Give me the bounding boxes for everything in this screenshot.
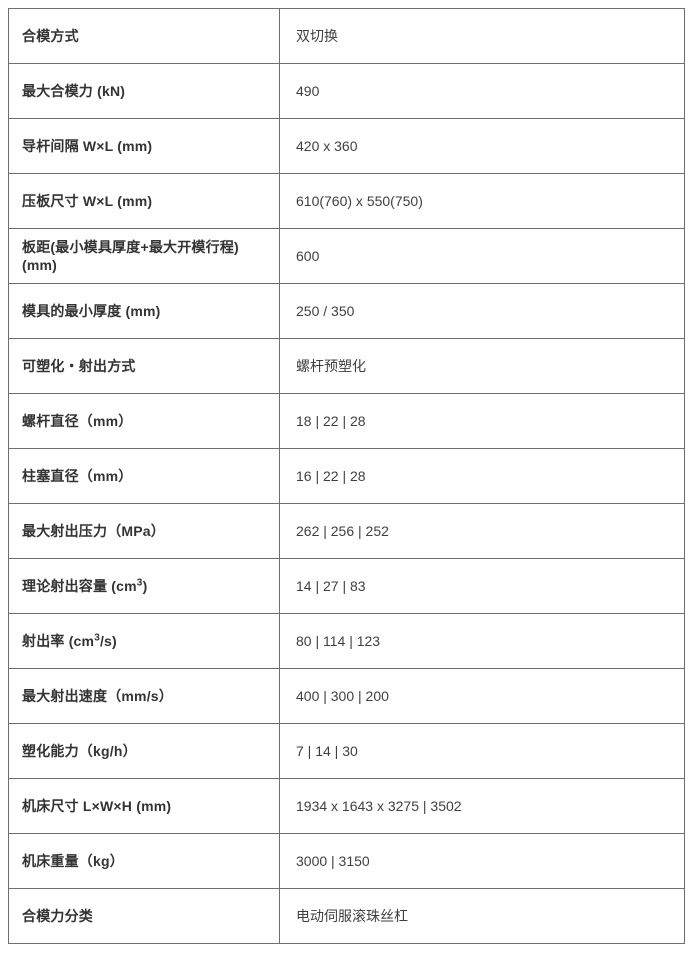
spec-label: 可塑化・射出方式 [8, 338, 280, 394]
spec-label: 柱塞直径（mm） [8, 448, 280, 504]
machine-spec-table: 合模方式 双切换 最大合模力 (kN) 490 导杆间隔 W×L (mm) 42… [8, 8, 685, 944]
spec-value: 14 | 27 | 83 [279, 558, 685, 614]
spec-label: 最大合模力 (kN) [8, 63, 280, 119]
row-max-clamping-force: 最大合模力 (kN) 490 [8, 63, 685, 119]
spec-value: 610(760) x 550(750) [279, 173, 685, 229]
spec-value: 490 [279, 63, 685, 119]
spec-label: 塑化能力（kg/h） [8, 723, 280, 779]
row-clamping-force-classification: 合模力分类 电动伺服滚珠丝杠 [8, 888, 685, 944]
spec-label: 理论射出容量 (cm3) [8, 558, 280, 614]
row-daylight: 板距(最小模具厚度+最大开模行程) (mm) 600 [8, 228, 685, 284]
spec-label: 压板尺寸 W×L (mm) [8, 173, 280, 229]
row-injection-rate: 射出率 (cm3/s) 80 | 114 | 123 [8, 613, 685, 669]
spec-value: 双切换 [279, 8, 685, 64]
spec-value: 262 | 256 | 252 [279, 503, 685, 559]
row-max-injection-pressure: 最大射出压力（MPa） 262 | 256 | 252 [8, 503, 685, 559]
spec-label: 板距(最小模具厚度+最大开模行程) (mm) [8, 228, 280, 284]
superscript: 3 [136, 577, 143, 589]
row-tie-bar-spacing: 导杆间隔 W×L (mm) 420 x 360 [8, 118, 685, 174]
row-plasticizing-capacity: 塑化能力（kg/h） 7 | 14 | 30 [8, 723, 685, 779]
spec-value: 3000 | 3150 [279, 833, 685, 889]
spec-label: 合模方式 [8, 8, 280, 64]
spec-value: 80 | 114 | 123 [279, 613, 685, 669]
spec-label: 机床重量（kg） [8, 833, 280, 889]
spec-label-text: /s) [99, 632, 117, 649]
spec-label-text: 理论射出容量 (cm [22, 577, 137, 594]
spec-label: 合模力分类 [8, 888, 280, 944]
spec-label: 模具的最小厚度 (mm) [8, 283, 280, 339]
spec-value: 400 | 300 | 200 [279, 668, 685, 724]
spec-label: 最大射出压力（MPa） [8, 503, 280, 559]
spec-value: 18 | 22 | 28 [279, 393, 685, 449]
row-max-injection-speed: 最大射出速度（mm/s） 400 | 300 | 200 [8, 668, 685, 724]
spec-value: 250 / 350 [279, 283, 685, 339]
row-machine-dimensions: 机床尺寸 L×W×H (mm) 1934 x 1643 x 3275 | 350… [8, 778, 685, 834]
spec-value: 螺杆预塑化 [279, 338, 685, 394]
spec-value: 7 | 14 | 30 [279, 723, 685, 779]
spec-label: 螺杆直径（mm） [8, 393, 280, 449]
spec-value: 600 [279, 228, 685, 284]
spec-value: 16 | 22 | 28 [279, 448, 685, 504]
spec-value: 420 x 360 [279, 118, 685, 174]
spec-label: 机床尺寸 L×W×H (mm) [8, 778, 280, 834]
spec-label-text: 射出率 (cm [22, 632, 95, 649]
row-theoretical-injection-capacity: 理论射出容量 (cm3) 14 | 27 | 83 [8, 558, 685, 614]
row-plasticizing-injection-method: 可塑化・射出方式 螺杆预塑化 [8, 338, 685, 394]
row-plunger-diameter: 柱塞直径（mm） 16 | 22 | 28 [8, 448, 685, 504]
spec-label: 导杆间隔 W×L (mm) [8, 118, 280, 174]
spec-label: 射出率 (cm3/s) [8, 613, 280, 669]
row-screw-diameter: 螺杆直径（mm） 18 | 22 | 28 [8, 393, 685, 449]
row-platen-size: 压板尺寸 W×L (mm) 610(760) x 550(750) [8, 173, 685, 229]
spec-value: 1934 x 1643 x 3275 | 3502 [279, 778, 685, 834]
row-min-mold-thickness: 模具的最小厚度 (mm) 250 / 350 [8, 283, 685, 339]
spec-label-text: ) [142, 577, 148, 594]
superscript: 3 [94, 632, 100, 644]
row-machine-weight: 机床重量（kg） 3000 | 3150 [8, 833, 685, 889]
spec-label: 最大射出速度（mm/s） [8, 668, 280, 724]
row-clamping-method: 合模方式 双切换 [8, 8, 685, 64]
spec-value: 电动伺服滚珠丝杠 [279, 888, 685, 944]
